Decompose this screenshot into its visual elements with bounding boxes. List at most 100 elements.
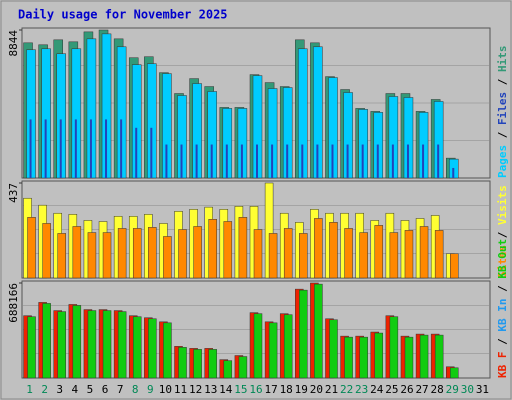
x-tick-label: 11: [174, 383, 187, 396]
bar: [374, 332, 384, 379]
x-tick-label: 31: [476, 383, 489, 396]
bar: [314, 218, 323, 279]
bar: [29, 119, 32, 178]
bar: [268, 322, 278, 379]
bar: [316, 144, 319, 178]
bar: [72, 305, 82, 379]
x-tick-label: 30: [461, 383, 474, 396]
bar: [72, 226, 82, 279]
bar: [359, 232, 368, 279]
bar: [376, 144, 379, 178]
y-tick-label: 437: [7, 183, 20, 203]
bar: [389, 232, 399, 279]
bar: [42, 303, 51, 379]
bar: [148, 227, 157, 279]
legend: Pages / Files / Hits: [496, 46, 509, 179]
bar: [59, 119, 62, 178]
bar: [271, 144, 274, 178]
bar: [223, 221, 233, 279]
x-tick-label: 1: [26, 383, 33, 396]
x-tick-label: 22: [340, 383, 353, 396]
bar: [329, 222, 338, 279]
x-tick-label: 8: [132, 383, 139, 396]
bar: [361, 144, 364, 178]
bar: [193, 349, 202, 379]
x-tick-label: 9: [147, 383, 154, 396]
bar: [344, 228, 353, 279]
x-tick-label: 6: [102, 383, 109, 396]
bar: [301, 144, 304, 178]
bar: [253, 313, 263, 379]
x-tick-label: 4: [72, 383, 79, 396]
bar: [283, 228, 293, 279]
legend: KB F / KB In / KB Out: [496, 239, 509, 378]
bar: [359, 336, 368, 379]
bar: [422, 144, 425, 178]
bar: [238, 217, 248, 279]
legend-separator: /: [496, 279, 509, 299]
bar: [329, 319, 338, 379]
bar: [225, 144, 228, 178]
bar: [210, 144, 213, 178]
bar: [374, 225, 384, 279]
bar: [44, 119, 47, 178]
bar: [223, 360, 233, 379]
x-tick-label: 16: [249, 383, 262, 396]
bar: [74, 119, 77, 178]
bar: [404, 336, 414, 379]
bar: [57, 233, 66, 279]
bar: [419, 334, 429, 379]
x-tick-label: 26: [400, 383, 413, 396]
bar: [180, 144, 183, 178]
y-tick-label: 688166: [7, 283, 20, 323]
bar: [178, 347, 187, 379]
bar: [238, 356, 248, 379]
chart-title: Daily usage for November 2025: [18, 8, 228, 22]
bar: [419, 226, 429, 279]
x-tick-label: 27: [415, 383, 428, 396]
bar: [314, 283, 323, 379]
bar: [87, 232, 97, 279]
bar: [102, 310, 112, 379]
y-tick-label: 8844: [7, 30, 20, 57]
legend-entry: Files: [496, 92, 509, 125]
bar: [27, 316, 36, 379]
bar: [117, 311, 127, 379]
legend-separator: /: [496, 225, 509, 245]
bar: [253, 229, 263, 279]
x-tick-label: 13: [204, 383, 217, 396]
x-tick-label: 5: [87, 383, 94, 396]
x-tick-label: 17: [264, 383, 277, 396]
bar: [117, 228, 127, 279]
legend-entry: Hits: [496, 46, 509, 73]
x-tick-label: 10: [159, 383, 172, 396]
x-tick-label: 28: [431, 383, 444, 396]
x-tick-label: 19: [295, 383, 308, 396]
x-tick-label: 3: [56, 383, 63, 396]
x-tick-label: 20: [310, 383, 323, 396]
legend-entry: KB Out: [496, 239, 509, 279]
bar: [331, 144, 334, 178]
legend: Sites / Visits: [496, 185, 509, 278]
bar: [240, 144, 243, 178]
bar: [132, 316, 142, 379]
x-tick-label: 29: [446, 383, 459, 396]
bar: [299, 289, 308, 379]
bar: [135, 127, 138, 178]
bar: [406, 144, 409, 178]
x-tick-label: 14: [219, 383, 233, 396]
legend-entry: Sites: [496, 245, 509, 278]
x-tick-label: 18: [280, 383, 293, 396]
bar: [452, 167, 455, 178]
x-tick-label: 7: [117, 383, 124, 396]
bar: [434, 230, 444, 279]
bar: [268, 233, 278, 279]
legend-separator: /: [496, 125, 509, 145]
x-tick-label: 2: [41, 383, 48, 396]
bar: [286, 144, 289, 178]
bar: [195, 144, 198, 178]
x-tick-label: 21: [325, 383, 338, 396]
legend-entry: KB In: [496, 299, 509, 332]
bar: [208, 219, 217, 279]
